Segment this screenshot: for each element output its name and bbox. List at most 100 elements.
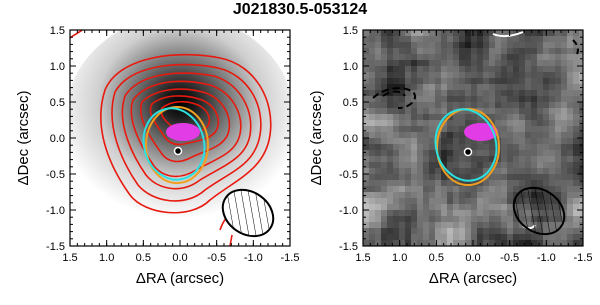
- image-pixel: [531, 108, 537, 114]
- image-pixel: [411, 48, 417, 54]
- image-pixel: [549, 156, 555, 162]
- image-pixel: [405, 216, 411, 222]
- image-pixel: [453, 216, 459, 222]
- image-pixel: [567, 162, 573, 168]
- image-pixel: [579, 162, 583, 168]
- image-pixel: [441, 138, 447, 144]
- image-pixel: [369, 120, 375, 126]
- image-pixel: [489, 222, 495, 228]
- image-pixel: [435, 186, 441, 192]
- image-pixel: [471, 210, 477, 216]
- image-pixel: [561, 120, 567, 126]
- image-pixel: [453, 138, 459, 144]
- image-pixel: [399, 192, 405, 198]
- image-pixel: [537, 240, 543, 246]
- image-pixel: [453, 186, 459, 192]
- image-pixel: [501, 234, 507, 240]
- image-pixel: [573, 66, 579, 72]
- image-pixel: [393, 228, 399, 234]
- image-pixel: [477, 66, 483, 72]
- image-pixel: [537, 108, 543, 114]
- image-pixel: [441, 162, 447, 168]
- image-pixel: [387, 228, 393, 234]
- image-pixel: [435, 96, 441, 102]
- image-pixel: [411, 198, 417, 204]
- image-pixel: [501, 60, 507, 66]
- image-pixel: [417, 30, 423, 36]
- image-pixel: [369, 216, 375, 222]
- image-pixel: [531, 120, 537, 126]
- image-pixel: [453, 168, 459, 174]
- image-pixel: [489, 66, 495, 72]
- image-pixel: [483, 204, 489, 210]
- image-pixel: [369, 42, 375, 48]
- image-pixel: [555, 174, 561, 180]
- image-pixel: [489, 72, 495, 78]
- image-pixel: [489, 180, 495, 186]
- image-pixel: [561, 132, 567, 138]
- image-pixel: [507, 90, 513, 96]
- image-pixel: [375, 42, 381, 48]
- image-pixel: [501, 240, 507, 246]
- image-pixel: [525, 78, 531, 84]
- image-pixel: [519, 168, 525, 174]
- image-pixel: [477, 222, 483, 228]
- image-pixel: [465, 156, 471, 162]
- image-pixel: [405, 30, 411, 36]
- image-pixel: [387, 186, 393, 192]
- image-pixel: [417, 144, 423, 150]
- image-pixel: [459, 120, 465, 126]
- image-pixel: [393, 204, 399, 210]
- image-pixel: [381, 174, 387, 180]
- image-pixel: [411, 168, 417, 174]
- image-pixel: [453, 114, 459, 120]
- image-pixel: [429, 96, 435, 102]
- image-pixel: [567, 156, 573, 162]
- image-pixel: [381, 66, 387, 72]
- image-pixel: [573, 156, 579, 162]
- image-pixel: [381, 150, 387, 156]
- image-pixel: [417, 48, 423, 54]
- image-pixel: [543, 234, 549, 240]
- image-pixel: [477, 192, 483, 198]
- image-pixel: [501, 78, 507, 84]
- image-pixel: [519, 240, 525, 246]
- image-pixel: [579, 60, 583, 66]
- image-pixel: [423, 72, 429, 78]
- image-pixel: [447, 72, 453, 78]
- image-pixel: [423, 168, 429, 174]
- image-pixel: [513, 126, 519, 132]
- image-pixel: [489, 216, 495, 222]
- image-pixel: [513, 138, 519, 144]
- image-pixel: [573, 126, 579, 132]
- image-pixel: [465, 66, 471, 72]
- image-pixel: [363, 156, 369, 162]
- image-pixel: [369, 96, 375, 102]
- image-pixel: [423, 222, 429, 228]
- image-pixel: [381, 48, 387, 54]
- image-pixel: [561, 84, 567, 90]
- image-pixel: [429, 66, 435, 72]
- image-pixel: [447, 36, 453, 42]
- image-pixel: [411, 222, 417, 228]
- image-pixel: [447, 234, 453, 240]
- image-pixel: [465, 192, 471, 198]
- image-pixel: [387, 90, 393, 96]
- image-pixel: [495, 72, 501, 78]
- image-pixel: [363, 222, 369, 228]
- image-pixel: [381, 192, 387, 198]
- image-pixel: [381, 42, 387, 48]
- image-pixel: [375, 204, 381, 210]
- image-pixel: [411, 156, 417, 162]
- image-pixel: [465, 108, 471, 114]
- image-pixel: [561, 36, 567, 42]
- image-pixel: [549, 180, 555, 186]
- image-pixel: [459, 42, 465, 48]
- image-pixel: [489, 156, 495, 162]
- image-pixel: [579, 204, 583, 210]
- image-pixel: [567, 48, 573, 54]
- image-pixel: [465, 204, 471, 210]
- image-pixel: [393, 156, 399, 162]
- image-pixel: [423, 78, 429, 84]
- image-pixel: [375, 36, 381, 42]
